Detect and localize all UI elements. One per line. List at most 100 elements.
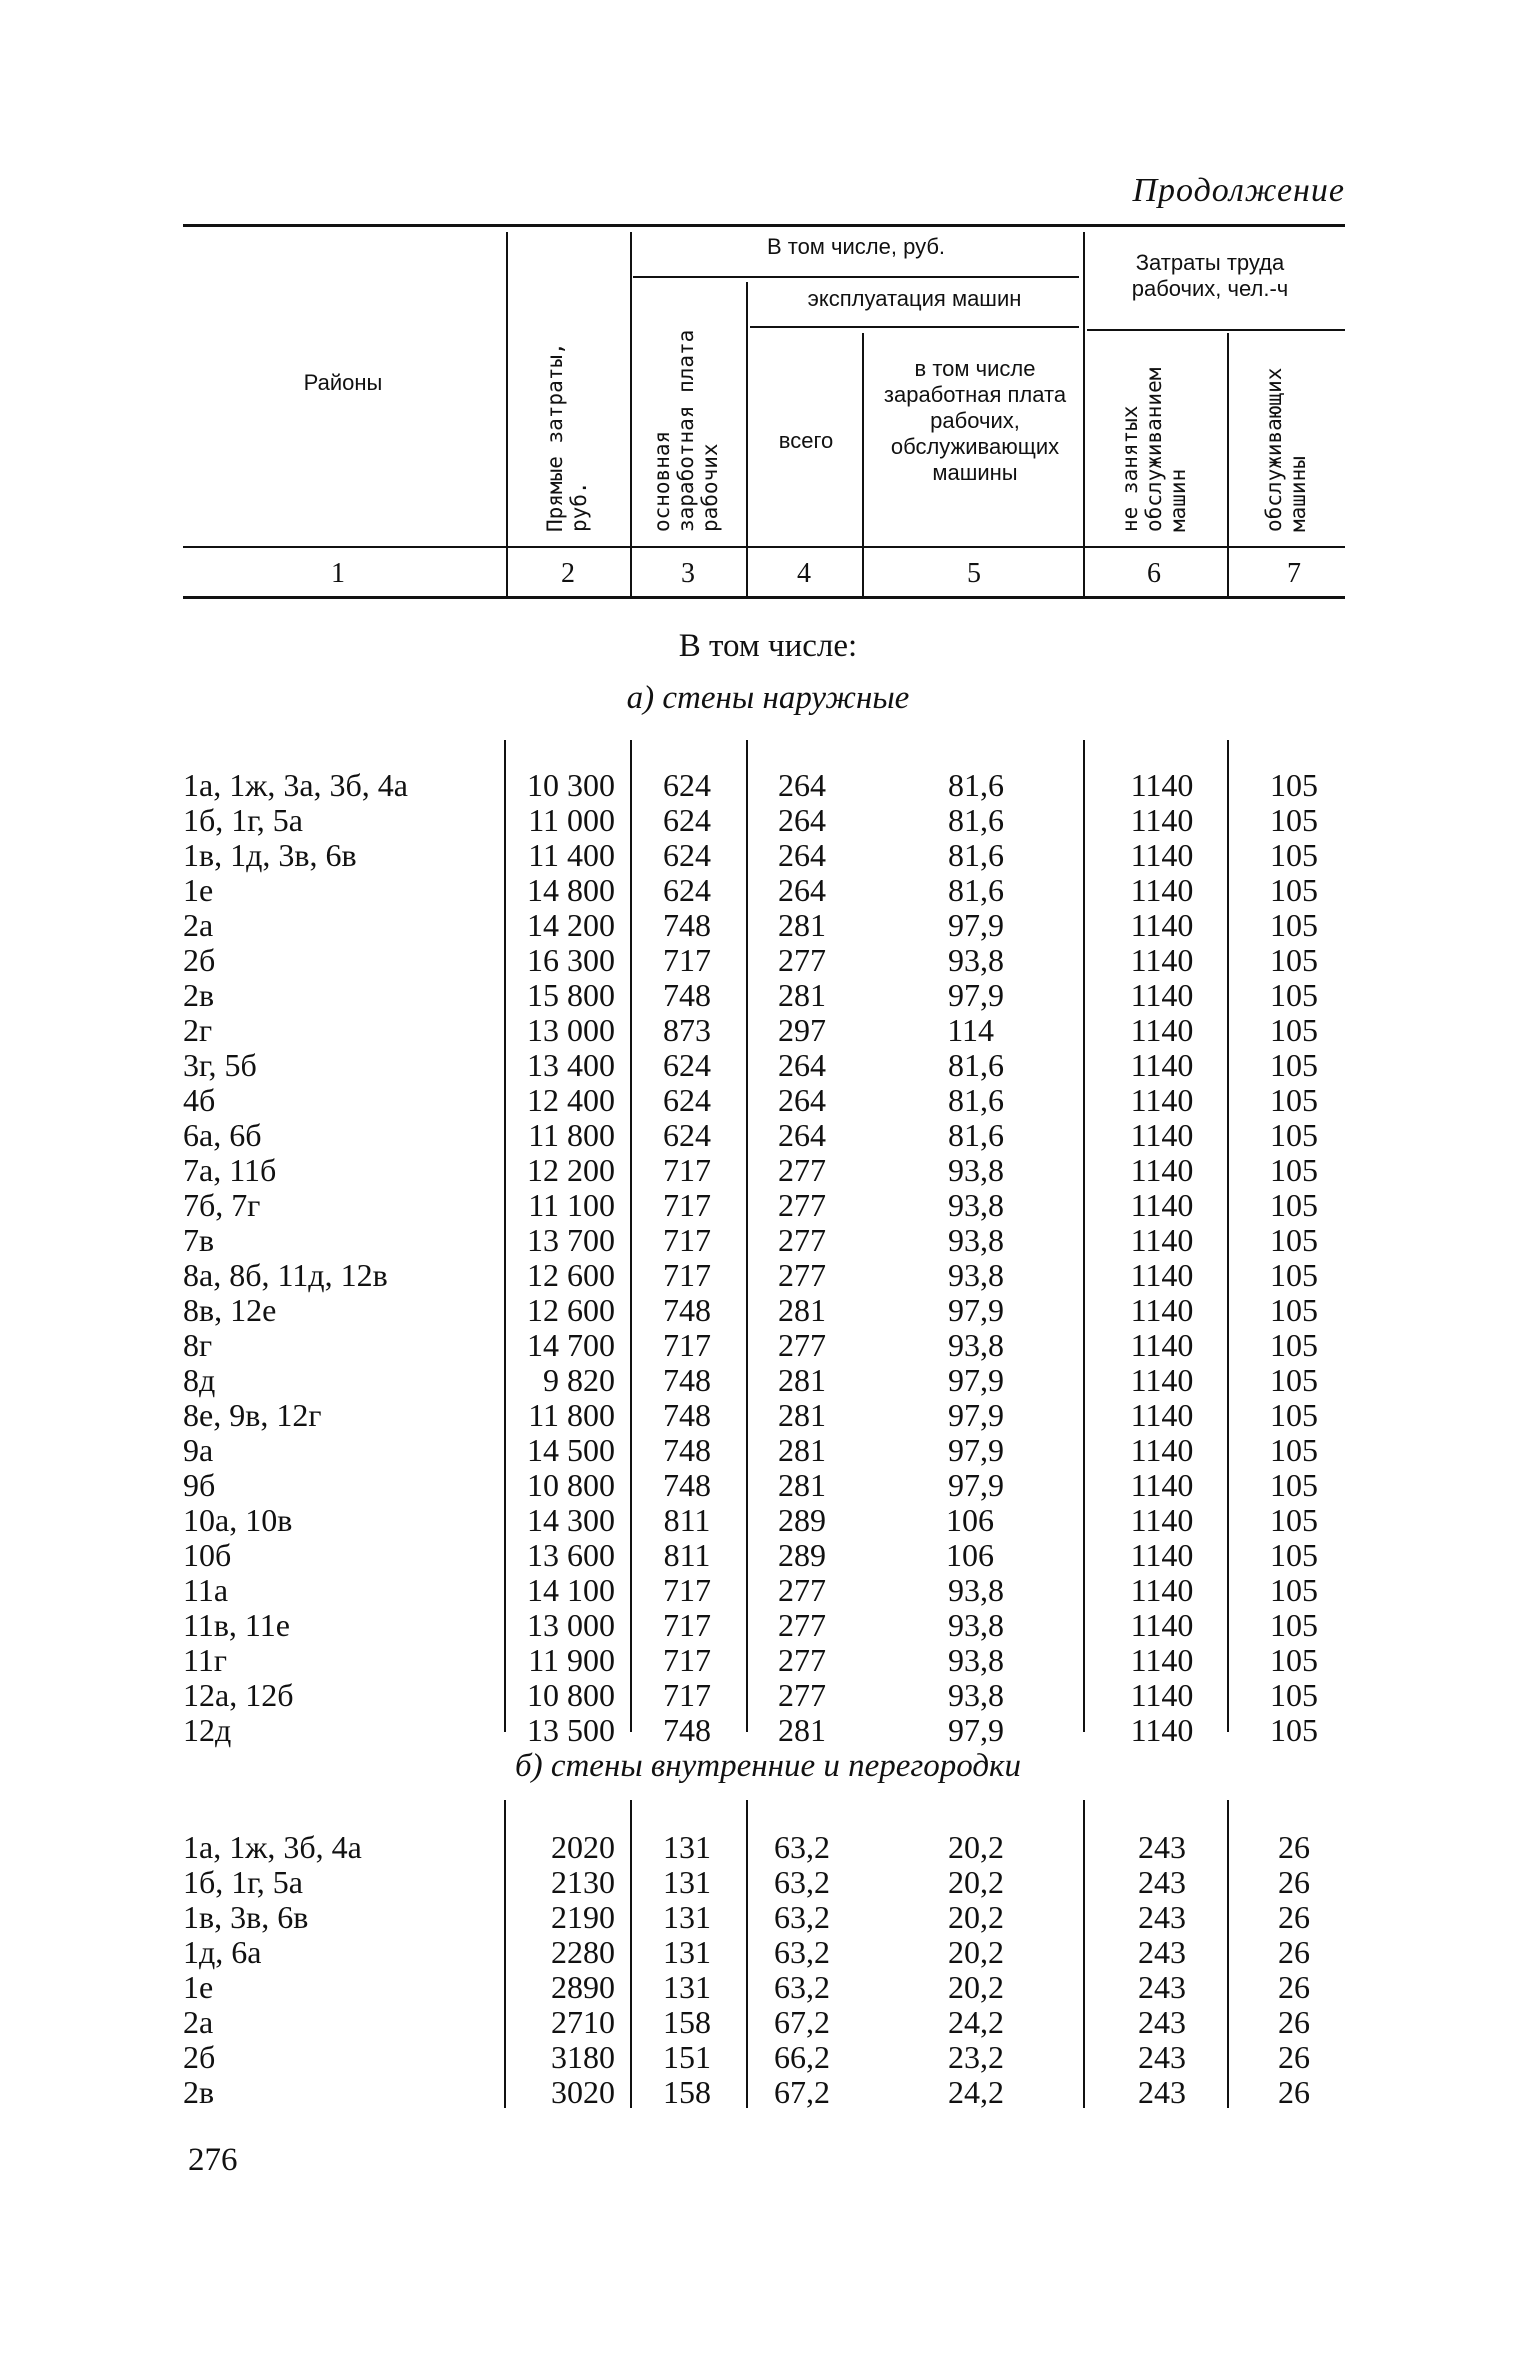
labor-machine-cell: 26: [1278, 1899, 1310, 1935]
machine-total-cell: 277: [778, 1257, 826, 1293]
section-title-b: б) стены внутренние и перегородки: [514, 1748, 1021, 1784]
direct-cost-cell: 10 300: [527, 767, 615, 803]
header-divider: [1227, 333, 1229, 598]
direct-cost-cell: 12 600: [527, 1257, 615, 1293]
base-wage-cell: 131: [663, 1969, 711, 2005]
header-divider: [1083, 232, 1085, 598]
header-group-machines: эксплуатация машин: [807, 286, 1022, 311]
labor-not-machine-cell: 1140: [1130, 802, 1194, 838]
base-wage-cell: 748: [663, 977, 711, 1013]
header-col5: в том числе заработная плата рабочих, об…: [883, 356, 1067, 485]
column-divider: [746, 1800, 748, 2108]
table-row: 2а 14 200 748 281 97,9 1140 105: [0, 908, 1536, 943]
district-cell: 2а: [183, 907, 214, 943]
base-wage-cell: 131: [663, 1934, 711, 1970]
machine-total-cell: 289: [778, 1537, 826, 1573]
section-title-a: а) стены наружные: [626, 680, 910, 716]
labor-not-machine-cell: 1140: [1130, 872, 1194, 908]
base-wage-cell: 811: [663, 1537, 711, 1573]
labor-machine-cell: 105: [1270, 942, 1318, 978]
labor-not-machine-cell: 1140: [1130, 1082, 1194, 1118]
base-wage-cell: 131: [663, 1899, 711, 1935]
table-row: 1е 14 800 624 264 81,6 1140 105: [0, 873, 1536, 908]
machine-total-cell: 264: [778, 1082, 826, 1118]
direct-cost-cell: 11 900: [528, 1642, 615, 1678]
labor-not-machine-cell: 1140: [1130, 1432, 1194, 1468]
labor-not-machine-cell: 243: [1138, 2074, 1186, 2110]
district-cell: 2г: [183, 1012, 213, 1048]
direct-cost-cell: 11 800: [528, 1117, 615, 1153]
direct-cost-cell: 13 500: [527, 1712, 615, 1748]
column-number-5: 5: [967, 558, 981, 589]
machine-total-cell: 277: [778, 1327, 826, 1363]
labor-not-machine-cell: 243: [1138, 1829, 1186, 1865]
table-row: 11г 11 900 717 277 93,8 1140 105: [0, 1643, 1536, 1678]
direct-cost-cell: 13 700: [527, 1222, 615, 1258]
machine-total-cell: 281: [778, 1397, 826, 1433]
direct-cost-cell: 2190: [551, 1899, 615, 1935]
labor-machine-cell: 26: [1278, 1934, 1310, 1970]
base-wage-cell: 873: [663, 1012, 711, 1048]
machine-total-cell: 277: [778, 1677, 826, 1713]
table-row: 1а, 1ж, 3а, 3б, 4а 10 300 624 264 81,6 1140 10…: [0, 768, 1536, 803]
labor-machine-cell: 105: [1270, 1152, 1318, 1188]
base-wage-cell: 717: [663, 1642, 711, 1678]
district-cell: 9а: [183, 1432, 214, 1468]
base-wage-cell: 131: [663, 1829, 711, 1865]
machine-total-cell: 277: [778, 1607, 826, 1643]
machine-wage-cell: 97,9: [948, 1397, 1004, 1433]
machine-total-cell: 277: [778, 1152, 826, 1188]
machine-total-cell: 281: [778, 1432, 826, 1468]
table-top-rule: [183, 224, 1345, 227]
machine-total-cell: 277: [778, 1642, 826, 1678]
base-wage-cell: 717: [663, 1607, 711, 1643]
table-row: 7б, 7г 11 100 717 277 93,8 1140 105: [0, 1188, 1536, 1223]
base-wage-cell: 811: [663, 1502, 711, 1538]
direct-cost-cell: 12 400: [527, 1082, 615, 1118]
labor-not-machine-cell: 1140: [1130, 1152, 1194, 1188]
header-col2: Прямые затраты, руб.: [543, 342, 591, 532]
labor-machine-cell: 105: [1270, 1012, 1318, 1048]
machine-total-cell: 277: [778, 1187, 826, 1223]
base-wage-cell: 717: [663, 1677, 711, 1713]
district-cell: 1б, 1г, 5а: [183, 802, 303, 838]
labor-machine-cell: 26: [1278, 2004, 1310, 2040]
base-wage-cell: 717: [663, 1187, 711, 1223]
table-row: 10а, 10в 14 300 811 289 106 1140 105: [0, 1503, 1536, 1538]
labor-machine-cell: 105: [1270, 1327, 1318, 1363]
direct-cost-cell: 11 400: [528, 837, 615, 873]
machine-wage-cell: 81,6: [948, 1082, 1004, 1118]
machine-wage-cell: 97,9: [948, 977, 1004, 1013]
labor-machine-cell: 105: [1270, 1677, 1318, 1713]
labor-machine-cell: 105: [1270, 802, 1318, 838]
machine-wage-cell: 81,6: [948, 837, 1004, 873]
machine-wage-cell: 23,2: [948, 2039, 1004, 2075]
labor-machine-cell: 105: [1270, 1047, 1318, 1083]
table-row: 2в 3020 158 67,2 24,2 243 26: [0, 2075, 1536, 2110]
machine-wage-cell: 20,2: [948, 1934, 1004, 1970]
base-wage-cell: 624: [663, 1047, 711, 1083]
base-wage-cell: 624: [663, 1117, 711, 1153]
table-row: 8а, 8б, 11д, 12в 12 600 717 277 93,8 1140 105: [0, 1258, 1536, 1293]
district-cell: 1е: [183, 1969, 214, 2005]
machine-total-cell: 264: [778, 837, 826, 873]
labor-machine-cell: 26: [1278, 2074, 1310, 2110]
district-cell: 6а, 6б: [183, 1117, 262, 1153]
machine-total-cell: 281: [778, 977, 826, 1013]
machine-wage-cell: 81,6: [948, 767, 1004, 803]
base-wage-cell: 748: [663, 1397, 711, 1433]
table-row: 7а, 11б 12 200 717 277 93,8 1140 105: [0, 1153, 1536, 1188]
header-divider: [862, 333, 864, 598]
labor-not-machine-cell: 1140: [1130, 1117, 1194, 1153]
machine-wage-cell: 93,8: [948, 942, 1004, 978]
base-wage-cell: 748: [663, 1292, 711, 1328]
base-wage-cell: 717: [663, 1222, 711, 1258]
base-wage-cell: 748: [663, 1432, 711, 1468]
direct-cost-cell: 3020: [551, 2074, 615, 2110]
machine-total-cell: 264: [778, 767, 826, 803]
labor-machine-cell: 105: [1270, 1572, 1318, 1608]
district-cell: 9б: [183, 1467, 216, 1503]
table-row: 8е, 9в, 12г 11 800 748 281 97,9 1140 105: [0, 1398, 1536, 1433]
machine-total-cell: 63,2: [774, 1969, 830, 2005]
direct-cost-cell: 14 200: [527, 907, 615, 943]
